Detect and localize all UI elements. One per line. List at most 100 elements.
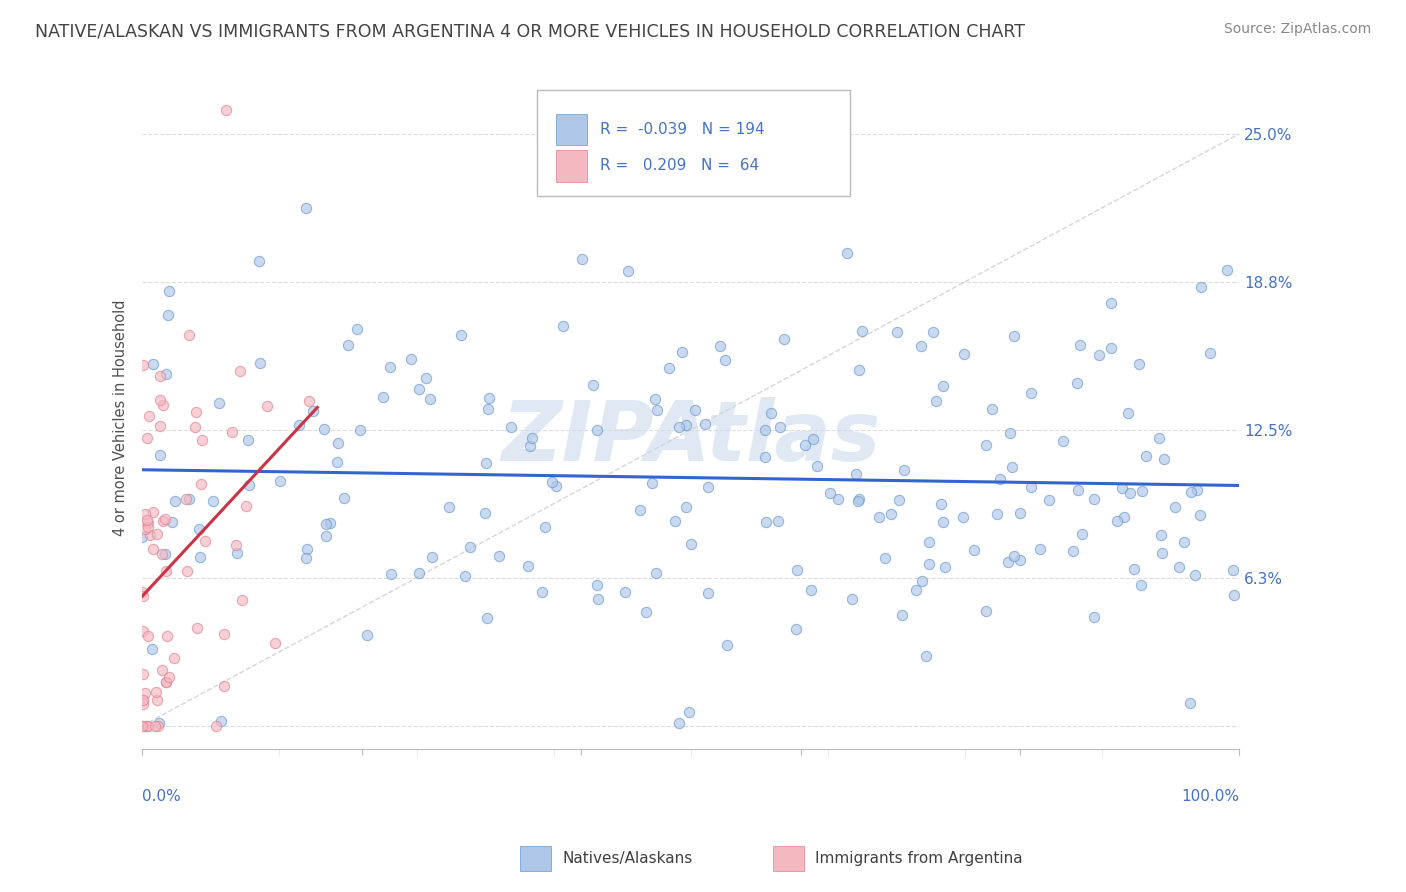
Point: [846, 493, 869, 508]
Point: [671, 344, 693, 359]
Point: [761, 406, 783, 420]
Point: [333, 491, 356, 505]
Point: [136, 719, 159, 733]
Point: [488, 549, 510, 563]
Point: [288, 418, 311, 433]
Point: [215, 103, 238, 117]
Point: [136, 719, 159, 733]
Point: [905, 582, 928, 597]
Point: [136, 520, 159, 534]
Point: [658, 360, 681, 375]
Point: [146, 719, 169, 733]
Point: [644, 566, 666, 580]
Point: [641, 475, 664, 490]
Point: [1130, 483, 1153, 498]
Point: [683, 402, 706, 417]
Point: [153, 547, 176, 561]
Point: [1119, 485, 1142, 500]
Point: [1002, 549, 1025, 564]
Point: [225, 546, 247, 560]
Point: [845, 467, 868, 481]
Point: [134, 507, 156, 521]
Point: [1184, 568, 1206, 582]
FancyBboxPatch shape: [555, 150, 586, 182]
Point: [1173, 534, 1195, 549]
Text: Immigrants from Argentina: Immigrants from Argentina: [815, 851, 1024, 865]
Point: [934, 560, 956, 574]
Point: [1066, 376, 1088, 391]
Point: [269, 474, 291, 488]
Point: [1001, 459, 1024, 474]
Point: [668, 716, 690, 731]
Point: [380, 566, 402, 581]
Point: [1083, 610, 1105, 624]
Point: [176, 565, 198, 579]
Text: 100.0%: 100.0%: [1181, 789, 1239, 805]
Point: [754, 450, 776, 464]
Point: [914, 649, 936, 664]
Point: [294, 201, 316, 215]
Point: [419, 392, 441, 407]
Point: [918, 535, 941, 549]
Point: [963, 543, 986, 558]
Point: [716, 639, 738, 653]
Point: [586, 592, 609, 607]
Point: [214, 679, 236, 693]
Point: [534, 520, 557, 534]
Point: [922, 325, 945, 339]
Y-axis label: 4 or more Vehicles in Household: 4 or more Vehicles in Household: [114, 300, 128, 536]
Point: [295, 542, 318, 557]
Point: [148, 716, 170, 731]
Point: [134, 522, 156, 536]
Point: [298, 393, 321, 408]
Point: [131, 585, 153, 599]
Point: [785, 622, 807, 636]
Point: [769, 420, 792, 434]
Point: [1052, 434, 1074, 448]
Point: [988, 472, 1011, 486]
Point: [974, 438, 997, 452]
Point: [981, 402, 1004, 417]
Point: [952, 509, 974, 524]
Point: [238, 478, 260, 492]
Point: [668, 420, 690, 434]
Point: [142, 505, 165, 519]
Point: [517, 558, 540, 573]
Point: [149, 368, 172, 383]
Point: [157, 285, 180, 299]
Point: [149, 419, 172, 434]
Point: [873, 550, 896, 565]
Point: [152, 514, 174, 528]
Point: [1147, 431, 1170, 445]
Point: [925, 393, 948, 408]
Point: [174, 491, 197, 506]
Point: [1223, 588, 1246, 602]
Point: [149, 448, 172, 462]
Point: [450, 328, 472, 343]
Point: [1199, 345, 1222, 359]
Point: [408, 566, 430, 581]
Point: [155, 367, 177, 381]
Point: [714, 353, 737, 368]
Point: [231, 593, 253, 607]
Point: [1002, 328, 1025, 343]
Point: [1008, 553, 1031, 567]
Point: [131, 589, 153, 603]
Point: [1222, 563, 1244, 577]
Point: [986, 508, 1008, 522]
Point: [582, 377, 605, 392]
Point: [349, 423, 371, 437]
FancyBboxPatch shape: [537, 90, 849, 195]
Point: [188, 522, 211, 536]
Point: [142, 542, 165, 557]
Point: [163, 650, 186, 665]
Point: [194, 534, 217, 549]
Point: [1111, 481, 1133, 495]
Point: [408, 382, 430, 396]
Point: [636, 605, 658, 619]
Point: [188, 549, 211, 564]
Point: [893, 463, 915, 477]
Point: [132, 666, 155, 681]
Point: [263, 636, 285, 650]
Point: [136, 516, 159, 530]
